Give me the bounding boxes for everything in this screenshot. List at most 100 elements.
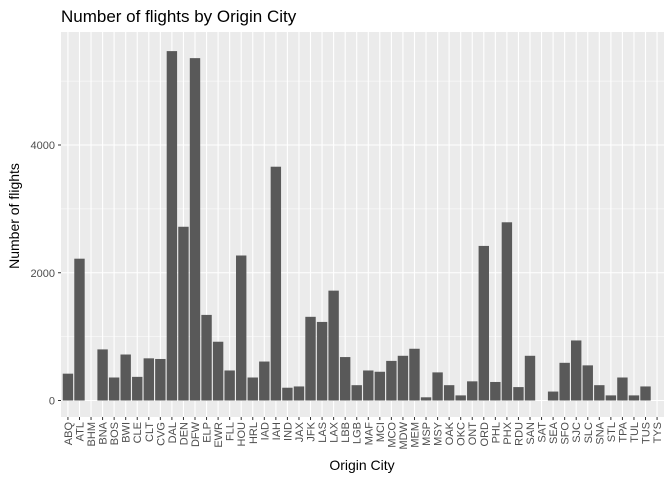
x-tick-label-phl: PHL [490, 422, 502, 443]
x-axis: ABQ ATL BHM BNA BOS BWI CLE CLT CVG DAL DEN DFW ELP E… [63, 417, 664, 450]
x-tick-label-abq: ABQ [63, 422, 75, 446]
x-tick-label-ord: ORD [479, 422, 491, 447]
bar-stl [605, 395, 617, 401]
bar-bwi [120, 354, 131, 401]
x-tick-label-bwi: BWI [121, 422, 133, 443]
y-tick-label: 0 [49, 396, 55, 408]
bar-sna [594, 385, 605, 401]
x-tick-label-bhm: BHM [86, 422, 98, 446]
bar-jax [293, 386, 305, 401]
bar-bna [97, 349, 108, 401]
x-tick-label-mci: MCI [375, 422, 387, 442]
bar-sfo [559, 362, 570, 401]
minor-gridlines [61, 80, 664, 337]
bar-cvg [155, 358, 166, 401]
bar-tus [640, 386, 651, 401]
x-tick-label-lax: LAX [329, 421, 341, 442]
x-tick-label-clt: CLT [144, 422, 156, 442]
x-tick-label-okc: OKC [456, 422, 468, 446]
x-tick-label-cvg: CVG [155, 422, 167, 446]
x-tick-label-maf: MAF [363, 422, 375, 446]
bar-iah [270, 166, 282, 401]
x-tick-label-hou: HOU [236, 422, 248, 447]
x-tick-label-mem: MEM [409, 422, 421, 448]
x-axis-title: Origin City [329, 457, 394, 473]
bar-cle [132, 376, 143, 401]
x-tick-label-san: SAN [525, 422, 537, 445]
x-tick-label-hrl: HRL [248, 422, 260, 444]
bar-mco [386, 360, 397, 401]
chart-title: Number of flights by Origin City [61, 7, 297, 26]
bar-ord [478, 245, 489, 401]
plot-panel [61, 32, 664, 417]
y-axis-title: Number of flights [6, 163, 22, 269]
bar-msy [432, 372, 443, 401]
bar-tul [628, 395, 640, 401]
bar-jfk [305, 316, 316, 401]
x-tick-label-mdw: MDW [398, 421, 410, 449]
x-tick-label-tus: TUS [641, 422, 653, 444]
bar-fll [224, 370, 235, 401]
x-tick-label-mco: MCO [386, 422, 398, 448]
bar-atl [74, 258, 85, 401]
bar-iad [259, 361, 270, 401]
bar-bos [108, 377, 120, 401]
bars [62, 51, 651, 401]
x-tick-label-phx: PHX [502, 421, 514, 444]
bar-lbb [339, 357, 351, 401]
x-tick-label-lgb: LGB [352, 422, 364, 444]
x-tick-label-msy: MSY [433, 421, 445, 446]
x-tick-label-cle: CLE [132, 422, 144, 443]
x-tick-label-tpa: TPA [617, 421, 629, 442]
x-tick-label-atl: ATL [74, 422, 86, 441]
y-tick-label: 4000 [31, 140, 55, 152]
bar-den [178, 226, 189, 401]
bar-tpa [617, 377, 628, 401]
bar-phl [490, 381, 501, 401]
x-tick-label-slc: SLC [583, 422, 595, 443]
x-tick-label-lbb: LBB [340, 422, 352, 443]
bar-maf [363, 370, 374, 401]
x-tick-label-oak: OAK [444, 421, 456, 445]
x-tick-label-sea: SEA [548, 421, 560, 444]
x-tick-label-iah: IAH [271, 422, 283, 440]
y-axis: 0 2000 4000 [31, 140, 61, 408]
x-tick-label-den: DEN [178, 422, 190, 445]
x-tick-label-tul: TUL [629, 422, 641, 443]
bar-mci [374, 371, 386, 401]
x-tick-label-rdu: RDU [513, 422, 525, 446]
bar-msp [420, 397, 432, 401]
bar-slc [582, 365, 593, 401]
bar-mem [409, 348, 420, 401]
x-tick-label-jfk: JFK [306, 421, 318, 441]
x-tick-label-ind: IND [282, 422, 294, 441]
bar-dfw [189, 58, 201, 401]
x-tick-label-ewr: EWR [213, 422, 225, 448]
x-tick-label-sjc: SJC [571, 422, 583, 443]
bar-elp [201, 314, 212, 401]
x-tick-label-ont: ONT [467, 422, 479, 446]
bar-ewr [212, 341, 224, 401]
x-tick-label-sat: SAT [537, 422, 549, 443]
x-tick-label-tys: TYS [652, 422, 664, 443]
x-tick-label-elp: ELP [202, 422, 214, 443]
x-tick-label-bos: BOS [109, 422, 121, 445]
bar-san [524, 355, 536, 401]
bar-hou [236, 255, 247, 401]
bar-sea [547, 391, 559, 401]
x-tick-label-msp: MSP [421, 422, 433, 446]
bar-rdu [513, 387, 524, 401]
x-tick-label-dal: DAL [167, 422, 179, 443]
x-tick-label-dfw: DFW [190, 421, 202, 447]
bar-clt [143, 358, 154, 401]
bar-ind [282, 387, 293, 401]
y-tick-label: 2000 [31, 268, 55, 280]
bar-lgb [351, 385, 362, 401]
bar-abq [62, 373, 74, 401]
x-tick-label-sna: SNA [594, 421, 606, 444]
bar-okc [455, 395, 466, 401]
bar-las [316, 321, 328, 401]
bar-oak [443, 385, 455, 401]
bar-hrl [247, 377, 258, 401]
